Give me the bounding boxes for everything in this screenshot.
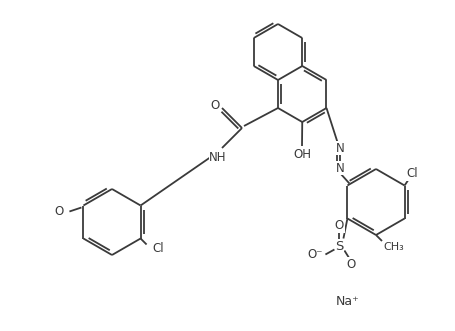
Text: Na⁺: Na⁺ [335, 295, 359, 308]
Text: OH: OH [293, 148, 311, 161]
Text: NH: NH [209, 151, 227, 164]
Text: O: O [335, 219, 344, 232]
Text: O⁻: O⁻ [308, 248, 323, 261]
Text: N: N [336, 162, 344, 174]
Text: N: N [336, 141, 344, 155]
Text: O: O [210, 99, 220, 112]
Text: O: O [55, 205, 64, 218]
Text: S: S [335, 240, 344, 253]
Text: O: O [347, 258, 356, 271]
Text: Cl: Cl [153, 242, 164, 255]
Text: Cl: Cl [407, 167, 419, 180]
Text: CH₃: CH₃ [384, 242, 404, 252]
